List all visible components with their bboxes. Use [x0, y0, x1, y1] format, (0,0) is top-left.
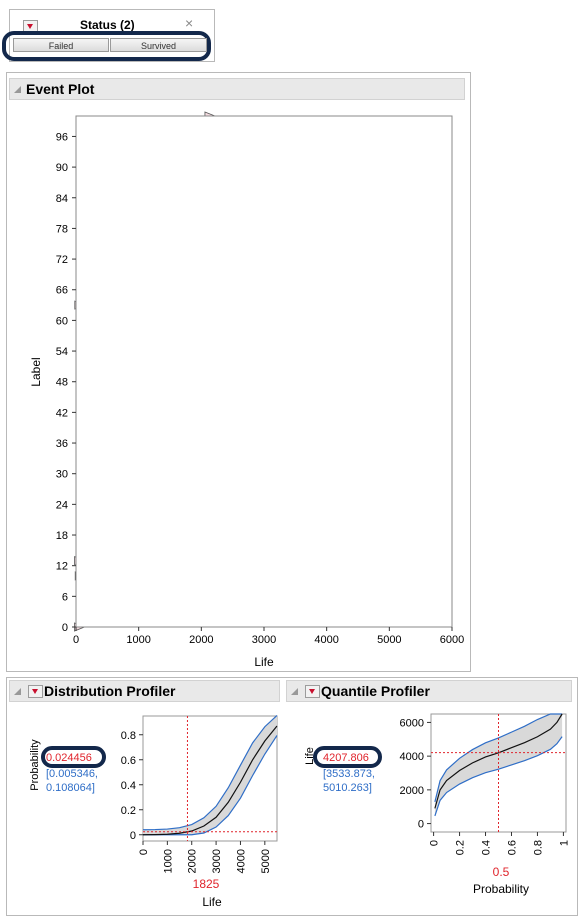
event-plot-x-tick-label: 6000 [440, 634, 464, 646]
event-plot-y-tick-label: 90 [56, 162, 68, 174]
event-plot-y-tick-label: 24 [56, 499, 68, 511]
event-plot-x-tick-label: 2000 [189, 634, 213, 646]
close-icon[interactable]: × [185, 15, 194, 31]
status-filter-panel: Status (2) × [9, 9, 215, 62]
event-plot-area [75, 115, 453, 628]
life-value[interactable]: 4207.806 [323, 752, 369, 764]
failed-button[interactable]: Failed [13, 38, 109, 52]
event-plot-y-tick-label: 0 [62, 622, 68, 634]
event-plot-header[interactable]: Event Plot [9, 78, 465, 100]
probability-ci-lower: [0.005346, [46, 768, 98, 780]
event-plot-x-tick-label: 5000 [377, 634, 401, 646]
event-plot-y-tick-label: 48 [56, 377, 68, 389]
event-plot-xlabel: Life [254, 655, 274, 669]
event-plot-frame [6, 72, 471, 672]
event-plot-x-tick-label: 1000 [126, 634, 150, 646]
event-plot-y-tick-label: 12 [56, 561, 68, 573]
event-plot-y-tick-label: 72 [56, 254, 68, 266]
probability-value[interactable]: 0.024456 [46, 752, 92, 764]
event-plot-y-tick-label: 60 [56, 315, 68, 327]
quantile-profiler-header[interactable]: Quantile Profiler [286, 680, 572, 702]
event-plot-ylabel: Label [29, 357, 43, 386]
event-plot-y-tick-label: 96 [56, 131, 68, 143]
event-plot-y-tick-label: 36 [56, 438, 68, 450]
event-plot-y-tick-label: 66 [56, 285, 68, 297]
event-plot-y-tick-label: 78 [56, 223, 68, 235]
disclosure-icon[interactable] [14, 86, 21, 93]
event-plot-x-tick-label: 4000 [314, 634, 338, 646]
highlight-box [41, 746, 106, 768]
disclosure-icon[interactable] [291, 688, 298, 695]
event-plot-y-tick-label: 6 [62, 591, 68, 603]
status-filter-title: Status (2) [80, 18, 135, 32]
disclosure-icon[interactable] [14, 688, 21, 695]
distribution-profiler-title: Distribution Profiler [44, 683, 176, 699]
quantile-profiler-title: Quantile Profiler [321, 683, 430, 699]
life-ci-upper: 5010.263] [323, 782, 372, 794]
profilers-frame [6, 677, 578, 916]
event-plot-y-tick-label: 42 [56, 407, 68, 419]
event-plot-y-tick-label: 54 [56, 346, 68, 358]
event-plot-y-tick-label: 84 [56, 193, 68, 205]
probability-ci-upper: 0.108064] [46, 782, 95, 794]
survived-button[interactable]: Survived [110, 38, 207, 52]
highlight-box [2, 31, 211, 61]
red-triangle-menu-icon[interactable] [305, 685, 320, 698]
event-plot-x-tick-label: 3000 [252, 634, 276, 646]
event-plot-y-tick-label: 18 [56, 530, 68, 542]
life-ci-lower: [3533.873, [323, 768, 375, 780]
red-triangle-menu-icon[interactable] [28, 685, 43, 698]
distribution-profiler-header[interactable]: Distribution Profiler [9, 680, 280, 702]
event-plot-x-tick-label: 0 [73, 634, 79, 646]
highlight-box [313, 746, 382, 768]
event-plot-y-tick-label: 30 [56, 469, 68, 481]
event-plot-title: Event Plot [26, 81, 95, 97]
